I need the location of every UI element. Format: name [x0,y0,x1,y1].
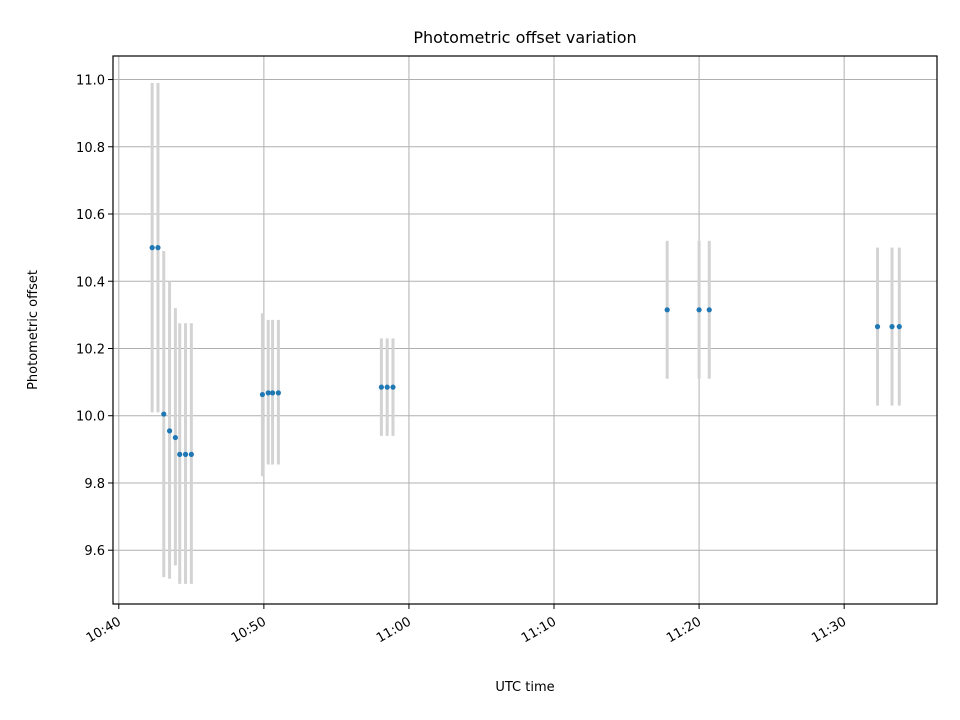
data-point [269,390,276,396]
data-point [384,384,390,390]
x-tick-label: 10:40 [84,614,124,646]
data-point [874,324,881,330]
y-axis-ticks: 9.6 9.8 10.0 10.2 10.4 10.6 10.8 11.0 [76,74,113,559]
data-points [149,245,902,457]
y-tick-label: 10.6 [76,208,105,223]
y-tick-label: 9.6 [84,544,105,559]
x-axis-ticks: 10:40 10:50 11:00 11:10 11:20 11:30 [84,604,849,646]
data-point [172,434,178,441]
x-axis-label: UTC time [495,680,554,695]
data-point [275,390,281,396]
y-tick-label: 11.0 [76,74,105,89]
data-point [265,390,271,396]
data-point [896,324,902,330]
chart-title: Photometric offset variation [413,28,636,47]
data-point [161,411,167,417]
plot-frame [112,55,938,605]
grid [113,56,937,604]
data-point [182,451,189,457]
y-tick-label: 10.8 [76,141,105,156]
data-point [149,245,155,251]
data-point [696,307,702,313]
data-point [166,428,173,434]
x-tick-label: 11:00 [374,614,414,646]
data-point [177,451,183,457]
data-point [664,307,670,313]
y-tick-label: 10.0 [76,410,105,425]
data-point [706,307,712,313]
x-tick-label: 11:30 [809,614,849,646]
y-tick-label: 10.2 [76,342,105,357]
data-point [188,451,194,457]
x-tick-label: 10:50 [229,614,269,646]
y-tick-label: 9.8 [84,477,105,492]
data-point [889,324,895,330]
x-tick-label: 11:10 [519,614,559,646]
data-point [378,384,384,390]
x-tick-label: 11:20 [664,614,704,646]
data-point [259,391,266,398]
y-tick-label: 10.4 [76,275,105,290]
data-point [390,384,396,390]
data-point [155,245,161,251]
y-axis-label: Photometric offset [26,270,41,390]
